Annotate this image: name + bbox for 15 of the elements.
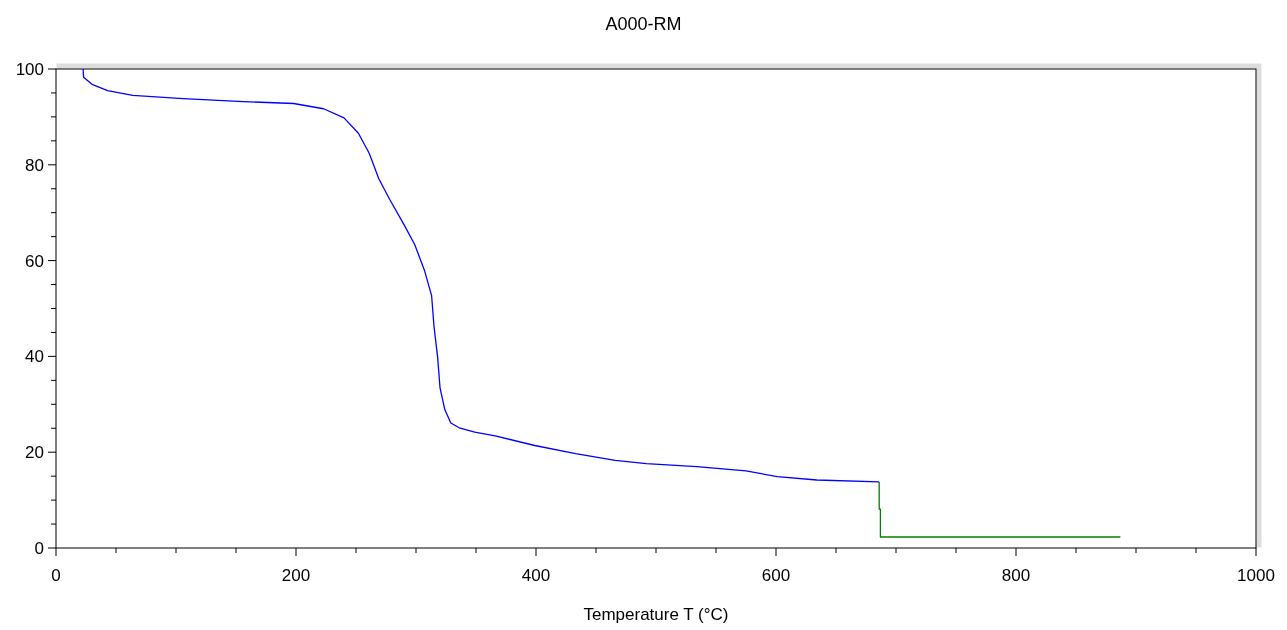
y-tick-label: 80 bbox=[25, 155, 44, 175]
x-tick-label: 0 bbox=[51, 566, 61, 585]
x-axis-title: Temperature T (°C) bbox=[583, 605, 729, 624]
x-tick-label: 400 bbox=[521, 566, 551, 585]
x-tick-label: 200 bbox=[281, 566, 311, 585]
x-tick-label: 600 bbox=[761, 566, 791, 585]
chart-title: A000-RM bbox=[605, 14, 682, 34]
x-tick-label: 1000 bbox=[1237, 566, 1275, 585]
y-tick-label: 0 bbox=[34, 538, 44, 558]
y-tick-label: 20 bbox=[25, 443, 44, 463]
y-tick-label: 60 bbox=[25, 251, 44, 271]
y-tick-label: 40 bbox=[25, 347, 44, 367]
x-tick-label: 800 bbox=[1001, 566, 1031, 585]
line-series bbox=[82, 68, 880, 483]
y-tick-label: 100 bbox=[15, 59, 44, 79]
